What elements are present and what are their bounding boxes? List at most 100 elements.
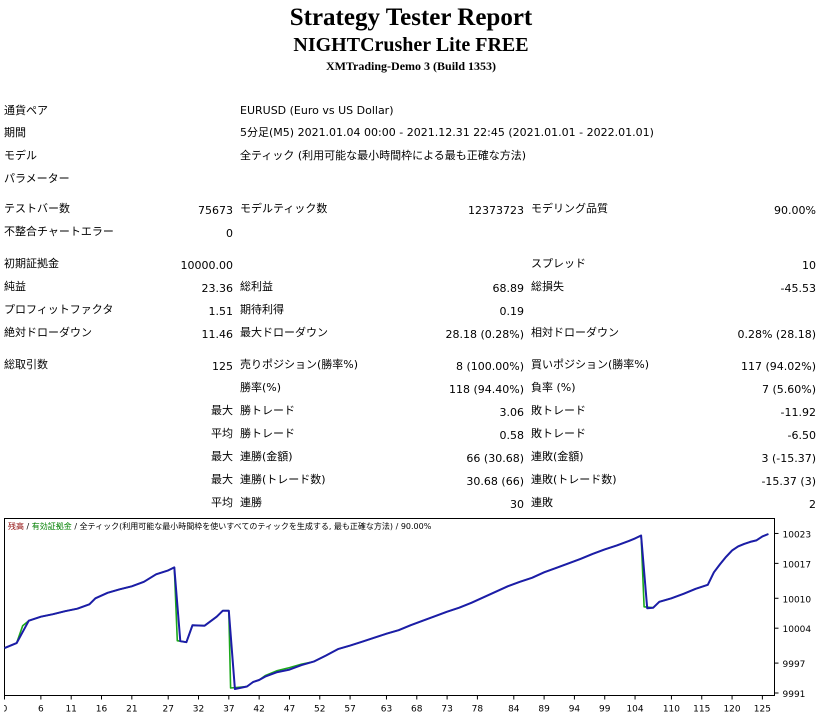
symbol-value: EURUSD (Euro vs US Dollar) (240, 104, 394, 117)
x-tick-label: 68 (411, 705, 423, 715)
x-tick-label: 63 (381, 705, 392, 715)
x-tick-label: 52 (314, 705, 325, 715)
gross-profit-value: 68.89 (492, 282, 525, 295)
x-tick-label: 125 (754, 705, 771, 715)
legend-model-info: / 全ティック(利用可能な最小時間枠を使いすべてのティックを生成する, 最も正確… (72, 521, 432, 531)
errors-label: 不整合チャートエラー (4, 225, 114, 238)
short-positions-value: 8 (100.00%) (455, 360, 524, 373)
max-consecutive-wins-money-value: 66 (30.68) (466, 452, 524, 465)
balance-line (4, 533, 769, 690)
chart-background (4, 518, 822, 720)
maximal-consecutive-prefix: 最大 (211, 473, 233, 486)
x-axis-ticks: 0 6 11 16 21 27 32 37 42 47 52 57 63 68 73 78 84 89 94 99 10… (2, 695, 771, 715)
largest-win-value: 3.06 (499, 406, 525, 419)
errors-value: 0 (226, 227, 233, 240)
expected-payoff-label: 期待利得 (240, 303, 284, 316)
average-prefix: 平均 (211, 427, 233, 440)
max-drawdown-label: 最大ドローダウン (240, 326, 328, 339)
bars-value: 75673 (198, 204, 233, 217)
plot-frame (4, 518, 775, 696)
deposit-value: 10000.00 (180, 259, 234, 272)
x-tick-label: 104 (626, 705, 643, 715)
x-tick-label: 89 (538, 705, 550, 715)
largest-win-label: 勝トレード (240, 404, 295, 417)
spread-value: 10 (802, 259, 816, 272)
x-tick-label: 78 (472, 705, 484, 715)
average-consecutive-prefix: 平均 (211, 496, 233, 509)
average-win-label: 勝トレード (240, 427, 295, 440)
long-positions-value: 117 (94.02%) (740, 360, 816, 373)
x-tick-label: 16 (96, 705, 108, 715)
max-consecutive-wins-money-label: 連勝(金額) (240, 450, 293, 463)
quality-value: 90.00% (774, 204, 816, 217)
parameters-label: パラメーター (4, 172, 70, 185)
x-tick-label: 47 (284, 705, 295, 715)
win-rate-label: 勝率(%) (240, 381, 282, 394)
y-tick-label: 10023 (783, 530, 812, 540)
total-trades-value: 125 (212, 360, 233, 373)
x-tick-label: 0 (4, 705, 8, 715)
x-tick-label: 57 (344, 705, 355, 715)
series-layer (4, 533, 769, 690)
total-trades-label: 総取引数 (4, 358, 48, 371)
loss-rate-value: 7 (5.60%) (761, 383, 816, 396)
quality-label: モデリング品質 (531, 202, 608, 215)
symbol-label: 通貨ペア (4, 104, 48, 117)
balance-chart-svg: 10023 10017 10010 10004 9997 9991 0 6 11 16 21 27 3… (2, 518, 822, 720)
balance-chart: 10023 10017 10010 10004 9997 9991 0 6 11 16 21 27 3… (2, 518, 822, 720)
deposit-label: 初期証拠金 (4, 257, 59, 270)
x-tick-label: 21 (126, 705, 137, 715)
x-tick-label: 99 (599, 705, 611, 715)
x-tick-label: 42 (253, 705, 264, 715)
net-profit-label: 純益 (4, 280, 26, 293)
legend-balance: 残高 (8, 521, 24, 531)
bars-label: テストバー数 (4, 202, 70, 215)
expert-name: NIGHTCrusher Lite FREE (293, 34, 529, 56)
y-tick-label: 9991 (783, 690, 806, 700)
max-consecutive-prefix: 最大 (211, 450, 233, 463)
average-consecutive-wins-label: 連勝 (240, 496, 262, 509)
average-loss-value: -6.50 (787, 429, 816, 442)
x-tick-label: 84 (508, 705, 520, 715)
absolute-drawdown-label: 絶対ドローダウン (4, 326, 92, 339)
gross-loss-value: -45.53 (780, 282, 816, 295)
profit-factor-value: 1.51 (208, 305, 234, 318)
report-title: Strategy Tester Report (289, 4, 533, 31)
max-consecutive-losses-money-value: 3 (-15.37) (761, 452, 816, 465)
absolute-drawdown-value: 11.46 (201, 328, 234, 341)
model-value: 全ティック (利用可能な最小時間枠による最も正確な方法) (240, 149, 527, 162)
x-tick-label: 27 (162, 705, 173, 715)
net-profit-value: 23.36 (201, 282, 234, 295)
y-tick-label: 10004 (783, 625, 812, 635)
average-consecutive-losses-value: 2 (809, 498, 816, 511)
relative-drawdown-label: 相対ドローダウン (531, 326, 619, 339)
average-consecutive-wins-value: 30 (510, 498, 524, 511)
ticks-label: モデルティック数 (240, 202, 328, 215)
x-tick-label: 37 (223, 705, 234, 715)
spread-label: スプレッド (531, 257, 586, 270)
average-consecutive-losses-label: 連敗 (531, 496, 553, 509)
max-consecutive-losses-count-label: 連敗(トレード数) (531, 473, 617, 486)
legend-equity: 有効証拠金 (32, 521, 72, 531)
max-consecutive-losses-money-label: 連敗(金額) (531, 450, 584, 463)
average-win-value: 0.58 (499, 429, 525, 442)
largest-loss-value: -11.92 (780, 406, 816, 419)
profit-factor-label: プロフィットファクタ (4, 303, 114, 316)
max-drawdown-value: 28.18 (0.28%) (445, 328, 524, 341)
gross-profit-label: 総利益 (240, 280, 273, 293)
period-value: 5分足(M5) 2021.01.04 00:00 - 2021.12.31 22… (240, 126, 654, 139)
x-tick-label: 115 (693, 705, 710, 715)
legend-separator: / (24, 522, 32, 531)
x-tick-label: 6 (38, 705, 44, 715)
y-axis-ticks: 10023 10017 10010 10004 9997 9991 (774, 530, 812, 700)
loss-rate-label: 負率 (%) (531, 381, 576, 394)
server-info: XMTrading-Demo 3 (Build 1353) (325, 59, 497, 73)
x-tick-label: 73 (441, 705, 452, 715)
ticks-value: 12373723 (468, 204, 524, 217)
average-loss-label: 敗トレード (531, 427, 586, 440)
gross-loss-label: 総損失 (531, 280, 564, 293)
relative-drawdown-value: 0.28% (28.18) (737, 328, 816, 341)
y-tick-label: 10010 (783, 595, 812, 605)
x-tick-label: 32 (193, 705, 204, 715)
expected-payoff-value: 0.19 (499, 305, 525, 318)
